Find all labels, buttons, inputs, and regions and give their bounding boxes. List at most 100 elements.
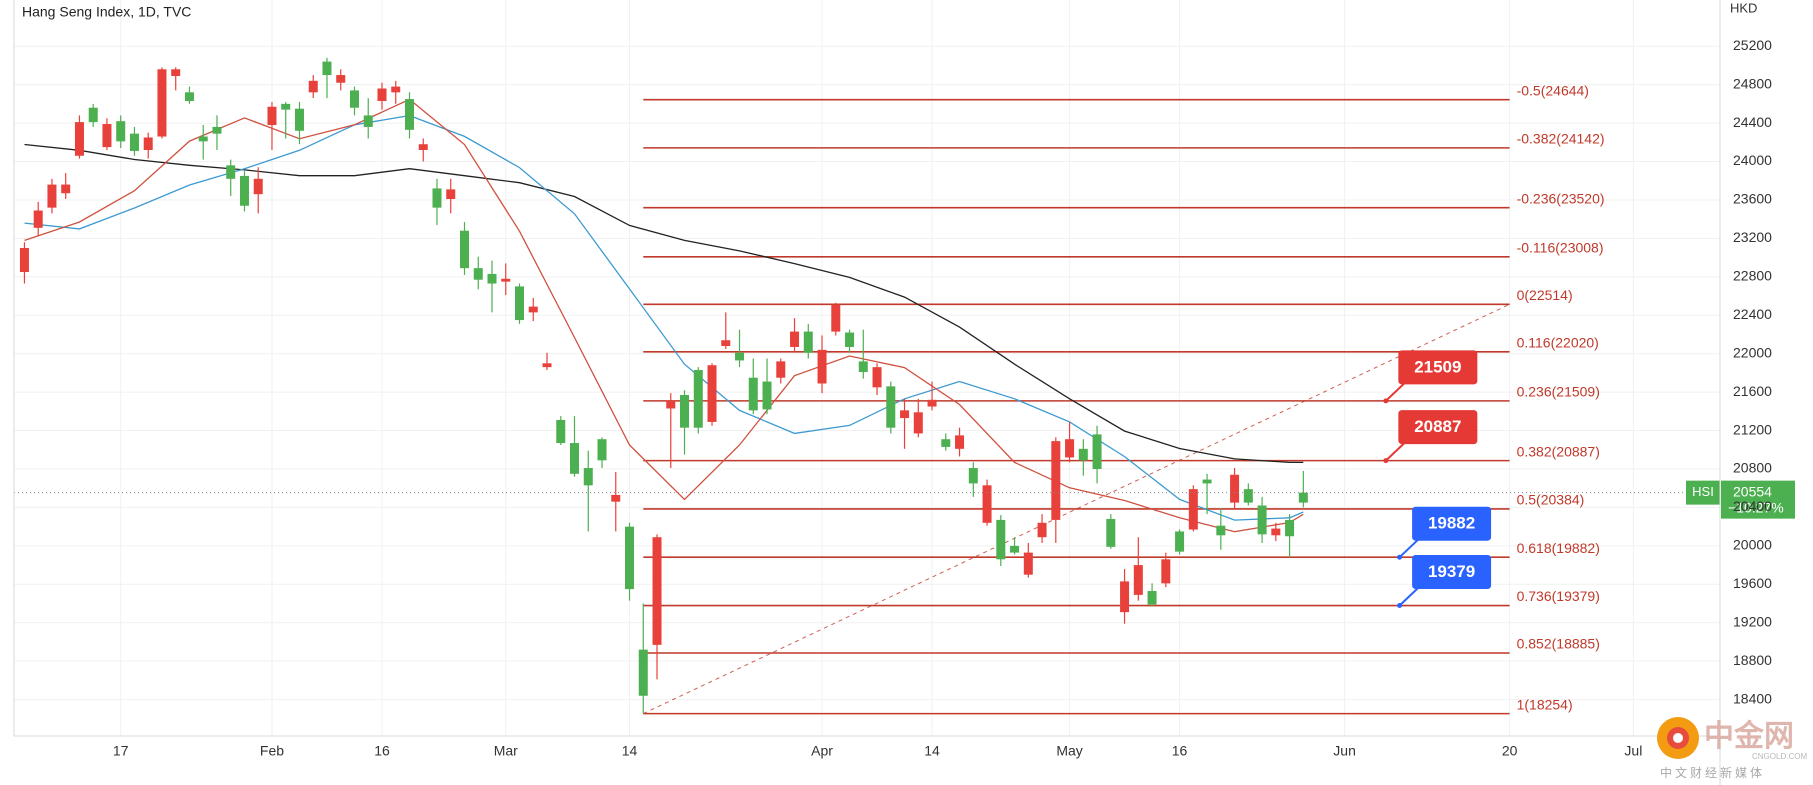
fib-level-label: 0.736(19379) <box>1517 588 1600 604</box>
candle-body <box>459 230 469 269</box>
candle-body <box>597 439 607 461</box>
candle-body <box>872 367 882 388</box>
candle-body <box>226 165 236 179</box>
candle-body <box>239 175 249 206</box>
last-price-box <box>1721 480 1795 519</box>
x-tick-label: Feb <box>260 743 284 759</box>
y-tick-label: 22800 <box>1733 268 1772 284</box>
callout-box <box>1398 350 1478 385</box>
y-tick-label: 20000 <box>1733 537 1772 553</box>
x-tick-label: Mar <box>494 743 518 759</box>
fib-level-label: 0.5(20384) <box>1517 492 1585 508</box>
y-tick-label: 24000 <box>1733 152 1772 168</box>
candle-body <box>886 386 896 428</box>
candle-body <box>349 90 359 108</box>
chart-title: Hang Seng Index, 1D, TVC <box>22 4 191 20</box>
watermark-name: 中金网 <box>1704 719 1794 753</box>
fib-level-label: 0.852(18885) <box>1517 636 1600 652</box>
candle-body <box>542 363 552 368</box>
candle-body <box>790 331 800 347</box>
x-tick-label: May <box>1056 743 1082 759</box>
candle-body <box>157 69 167 137</box>
candle-body <box>1120 581 1130 613</box>
candle-body <box>74 122 84 156</box>
candle-body <box>515 286 525 321</box>
candle-body <box>1271 528 1281 536</box>
watermark-logo-core <box>1673 733 1683 743</box>
candle-body <box>143 137 153 150</box>
moving-average-line <box>24 114 1304 521</box>
candle-body <box>61 184 71 194</box>
candle-body <box>666 400 676 409</box>
callout-anchor <box>1383 458 1389 464</box>
grid-layer <box>14 0 1720 736</box>
y-tick-label: 21600 <box>1733 383 1772 399</box>
candle-body <box>803 331 813 353</box>
candle-body <box>1106 518 1116 547</box>
candle-body <box>404 99 414 130</box>
candle-body <box>652 537 662 645</box>
candle-body <box>941 439 951 447</box>
candle-body <box>432 188 442 208</box>
x-tick-label: 17 <box>113 743 129 759</box>
candle-body <box>88 107 98 123</box>
y-tick-label: 24400 <box>1733 114 1772 130</box>
candle-body <box>1285 519 1295 537</box>
fib-level-label: 0(22514) <box>1517 287 1573 303</box>
y-tick-label: 19200 <box>1733 613 1772 629</box>
candle-body <box>1257 505 1267 535</box>
candle-body <box>253 178 263 195</box>
candle-body <box>363 115 373 127</box>
x-tick-label: Jul <box>1624 743 1642 759</box>
fib-level-label: 0.618(19882) <box>1517 540 1600 556</box>
callout-anchor <box>1383 398 1389 404</box>
candle-body <box>391 86 401 93</box>
candle-body <box>528 306 538 313</box>
callout-box <box>1412 555 1492 590</box>
x-tick-label: Jun <box>1333 743 1356 759</box>
candle-body <box>336 75 346 83</box>
candle-body <box>1037 522 1047 538</box>
candle-body <box>1202 479 1212 484</box>
y-tick-label: 20800 <box>1733 460 1772 476</box>
candle-body <box>762 381 772 410</box>
candle-body <box>281 103 291 110</box>
callout-label: 20887 <box>1414 417 1461 436</box>
watermark: 中金网 CNGOLD.COM 中文财经新媒体 <box>1657 717 1807 780</box>
moving-average-line <box>24 143 1304 464</box>
y-tick-label: 19600 <box>1733 575 1772 591</box>
candle-body <box>996 519 1006 560</box>
candle-body <box>680 395 690 428</box>
candle-body <box>116 121 126 142</box>
candle-body <box>473 268 483 280</box>
candle-body <box>1023 552 1033 575</box>
y-tick-label: 23200 <box>1733 229 1772 245</box>
candle-body <box>1161 559 1171 584</box>
candle-body <box>267 106 277 126</box>
x-tick-label: Apr <box>811 743 833 759</box>
callout-anchor <box>1397 554 1403 560</box>
candle-body <box>1243 489 1253 503</box>
candle-body <box>900 410 910 419</box>
candle-body <box>845 332 855 347</box>
candle-body <box>33 210 43 228</box>
candle-body <box>927 399 937 407</box>
candle-body <box>707 365 717 422</box>
candle-body <box>47 184 57 208</box>
callout-anchor <box>1397 603 1403 609</box>
candle-body <box>735 352 745 361</box>
watermark-slogan: 中文财经新媒体 <box>1660 765 1765 780</box>
candle-body <box>308 80 318 93</box>
candle-body <box>322 61 332 76</box>
candle-body <box>102 124 112 148</box>
candle-body <box>817 349 827 384</box>
candle-body <box>1092 434 1102 469</box>
callout-pointer <box>1398 538 1420 558</box>
candle-body <box>968 468 978 484</box>
candle-body <box>212 126 222 134</box>
candle-body <box>1216 525 1226 536</box>
candle-body <box>638 649 648 696</box>
callout-pointer <box>1385 382 1406 402</box>
candle-body <box>693 370 703 428</box>
